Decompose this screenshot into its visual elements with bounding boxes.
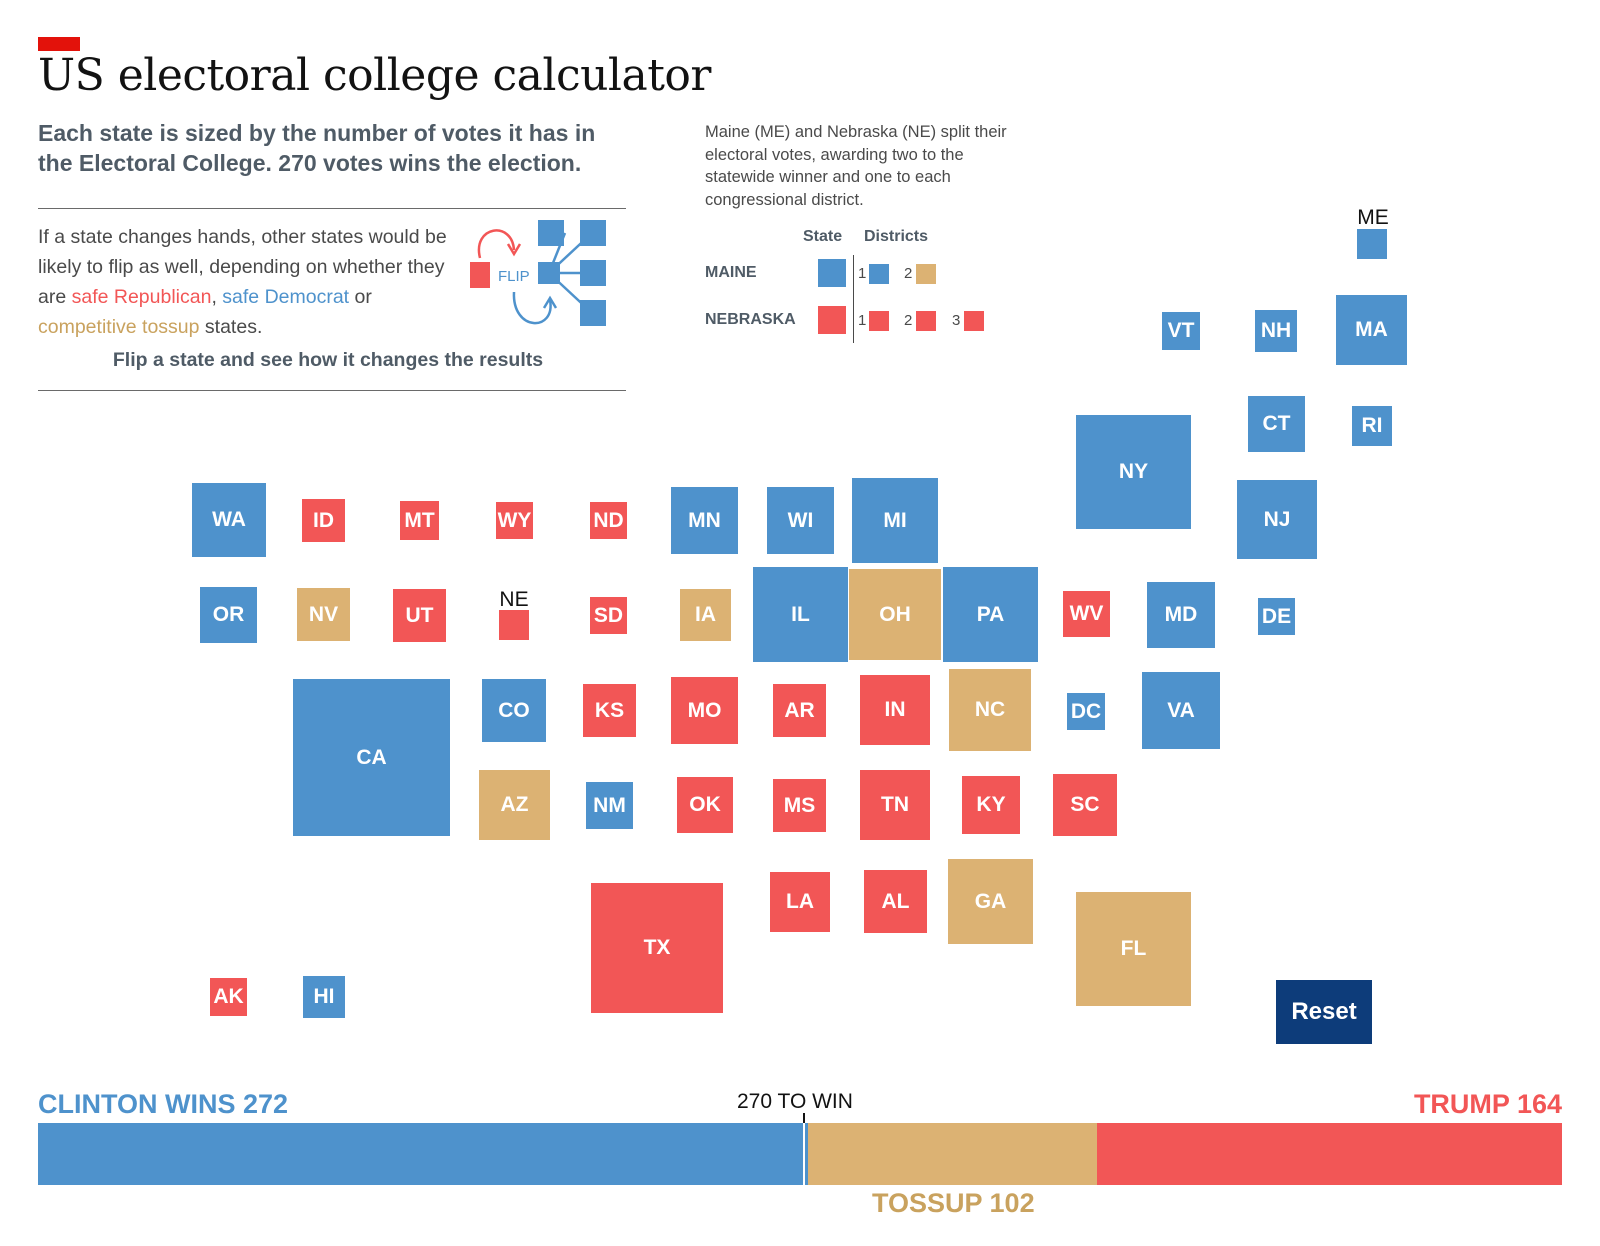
win-threshold-marker [802, 1113, 805, 1187]
state-tile-SC[interactable]: SC [1053, 774, 1117, 836]
legend-divider [853, 255, 854, 343]
trump-total-label: TRUMP 164 [1413, 1089, 1562, 1119]
legend-nebraska-district-2-swatch [916, 311, 936, 331]
results-bar [38, 1123, 1562, 1185]
state-tile-LA[interactable]: LA [770, 872, 830, 932]
state-tile-NH[interactable]: NH [1255, 310, 1297, 352]
state-tile-NM[interactable]: NM [586, 782, 633, 829]
state-tile-VT[interactable]: VT [1162, 312, 1200, 350]
state-tile-VA[interactable]: VA [1142, 672, 1220, 749]
page-title: US electoral college calculator [38, 50, 711, 101]
state-tile-DC[interactable]: DC [1067, 693, 1105, 730]
state-tile-MS[interactable]: MS [773, 779, 826, 832]
legend-nebraska-state-swatch [818, 306, 846, 334]
state-tile-KY[interactable]: KY [962, 776, 1020, 834]
state-tile-ND[interactable]: ND [590, 502, 627, 539]
explainer-text-part: If a state changes hands, other states w… [38, 226, 447, 308]
legend-state-header: State [803, 228, 843, 245]
state-tile-ME[interactable] [1357, 229, 1387, 259]
state-tile-IA[interactable]: IA [680, 589, 731, 641]
legend-maine-state-swatch [818, 259, 846, 287]
state-tile-MT[interactable]: MT [400, 501, 439, 540]
state-tile-IN[interactable]: IN [860, 675, 930, 745]
state-tile-PA[interactable]: PA [943, 567, 1038, 662]
state-tile-HI[interactable]: HI [303, 976, 345, 1018]
competitive-tossup-text: competitive tossup [38, 316, 200, 338]
explainer-text-part: states. [199, 316, 263, 338]
state-tile-WY[interactable]: WY [496, 502, 533, 539]
state-tile-MA[interactable]: MA [1336, 295, 1407, 365]
brand-tag [38, 37, 80, 51]
state-tile-OK[interactable]: OK [677, 777, 733, 833]
state-tile-MI[interactable]: MI [852, 478, 938, 563]
legend-nebraska-district-1-label: 1 [858, 312, 867, 329]
flip-call-to-action: Flip a state and see how it changes the … [112, 349, 544, 371]
legend-maine-district-1-swatch [869, 264, 889, 284]
flip-explainer-text: If a state changes hands, other states w… [38, 222, 458, 342]
clinton-bar-segment [38, 1123, 809, 1185]
state-tile-GA[interactable]: GA [948, 859, 1033, 944]
state-tile-TX[interactable]: TX [591, 883, 723, 1013]
legend-nebraska-label: NEBRASKA [705, 311, 796, 328]
reset-button[interactable]: Reset [1276, 980, 1372, 1044]
legend-maine-district-2-swatch [916, 264, 936, 284]
state-tile-OH[interactable]: OH [849, 569, 941, 660]
trump-bar-segment [1097, 1123, 1562, 1185]
flip-diagram-label: FLIP [498, 268, 530, 285]
state-tile-TN[interactable]: TN [860, 770, 930, 840]
state-tile-NJ[interactable]: NJ [1237, 480, 1317, 559]
clinton-total-label: CLINTON WINS 272 [38, 1089, 289, 1119]
legend-maine-district-2-label: 2 [904, 265, 913, 282]
legend-nebraska-district-2-label: 2 [904, 312, 913, 329]
state-tile-MD[interactable]: MD [1147, 582, 1215, 648]
page-subtitle: Each state is sized by the number of vot… [38, 120, 596, 176]
legend-nebraska-district-3-label: 3 [952, 312, 961, 329]
state-tile-NE[interactable] [499, 610, 529, 640]
tossup-bar-segment [808, 1123, 1098, 1185]
state-tile-OR[interactable]: OR [200, 587, 257, 643]
state-tile-FL[interactable]: FL [1076, 892, 1191, 1006]
state-tile-WA[interactable]: WA [192, 483, 266, 557]
state-tile-AK[interactable]: AK [210, 978, 247, 1016]
state-tile-SD[interactable]: SD [590, 597, 627, 634]
win-threshold-tick [802, 1113, 805, 1123]
state-tile-RI[interactable]: RI [1352, 406, 1392, 446]
state-tile-CO[interactable]: CO [482, 679, 546, 742]
state-tile-IL[interactable]: IL [753, 567, 848, 662]
state-tile-AZ[interactable]: AZ [479, 770, 550, 840]
state-tile-AR[interactable]: AR [773, 684, 826, 737]
divider-bottom [38, 390, 626, 391]
safe-republican-text: safe Republican [71, 286, 212, 308]
state-tile-WV[interactable]: WV [1063, 591, 1110, 637]
state-tile-CA[interactable]: CA [293, 679, 450, 836]
state-label-NE: NE [499, 588, 529, 611]
state-tile-NV[interactable]: NV [297, 588, 350, 641]
state-tile-NC[interactable]: NC [949, 669, 1031, 751]
state-tile-ID[interactable]: ID [302, 499, 345, 542]
state-tile-MN[interactable]: MN [671, 487, 738, 554]
legend-nebraska-district-3-swatch [964, 311, 984, 331]
safe-democrat-text: safe Democrat [222, 286, 350, 308]
legend-districts-header: Districts [864, 228, 929, 245]
legend-maine-label: MAINE [705, 264, 757, 281]
state-label-ME: ME [1357, 206, 1389, 229]
state-tile-MO[interactable]: MO [671, 677, 738, 744]
explainer-separator: or [349, 286, 372, 308]
state-tile-UT[interactable]: UT [393, 589, 446, 642]
state-tile-NY[interactable]: NY [1076, 415, 1191, 529]
divider-top [38, 208, 626, 209]
state-tile-WI[interactable]: WI [767, 487, 834, 554]
flip-diagram-icon: FLIP [470, 220, 606, 326]
state-tile-KS[interactable]: KS [583, 684, 636, 737]
tossup-total-label: TOSSUP 102 [872, 1188, 1035, 1218]
explainer-separator: , [211, 286, 223, 308]
state-tile-CT[interactable]: CT [1248, 396, 1305, 452]
split-votes-note: Maine (ME) and Nebraska (NE) split their… [705, 123, 1007, 209]
state-tile-AL[interactable]: AL [864, 870, 927, 933]
legend-nebraska-district-1-swatch [869, 311, 889, 331]
legend-maine-district-1-label: 1 [858, 265, 867, 282]
win-threshold-label: 270 TO WIN [737, 1090, 853, 1113]
state-tile-DE[interactable]: DE [1258, 598, 1295, 635]
